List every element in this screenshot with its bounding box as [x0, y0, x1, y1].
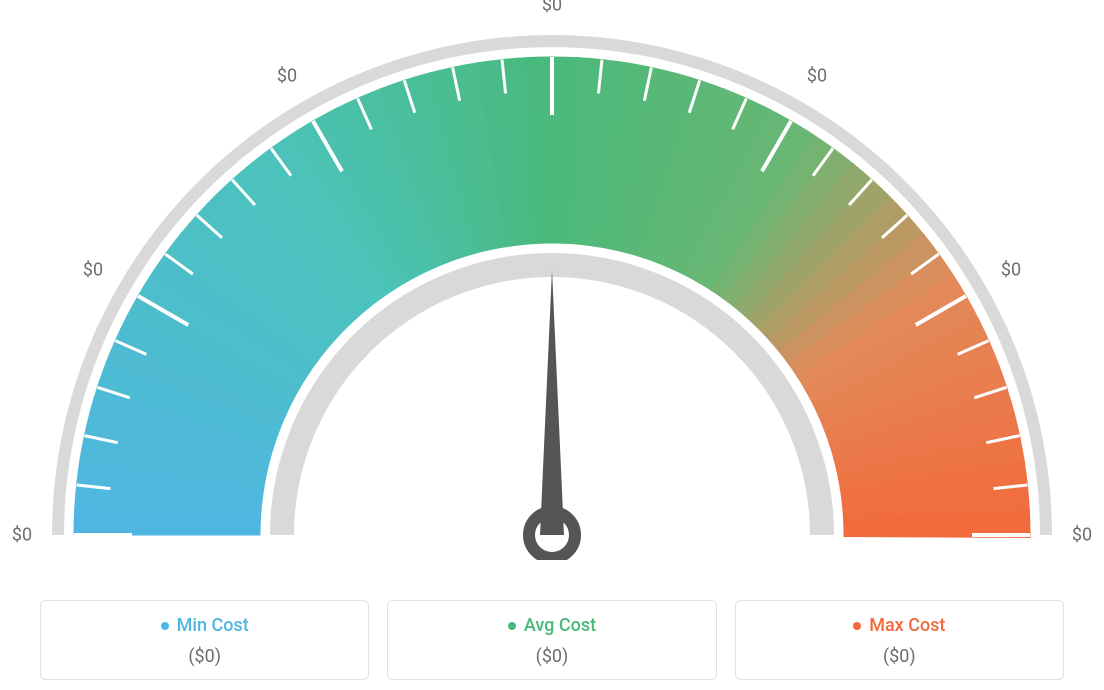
gauge-chart: $0 $0 $0 $0 $0 $0 $0 — [0, 0, 1104, 560]
gauge-tick-label: $0 — [12, 525, 32, 546]
legend-card-avg: Avg Cost ($0) — [387, 600, 716, 681]
gauge-svg — [0, 0, 1104, 560]
legend-row: Min Cost ($0) Avg Cost ($0) Max Cost ($0… — [40, 600, 1064, 681]
legend-value-avg: ($0) — [398, 646, 705, 667]
gauge-tick-label: $0 — [277, 66, 297, 87]
gauge-tick-label: $0 — [807, 66, 827, 87]
legend-card-max: Max Cost ($0) — [735, 600, 1064, 681]
legend-label-avg: Avg Cost — [524, 615, 596, 636]
legend-title-max: Max Cost — [853, 615, 945, 636]
gauge-tick-label: $0 — [1001, 260, 1021, 281]
legend-value-min: ($0) — [51, 646, 358, 667]
legend-title-avg: Avg Cost — [508, 615, 596, 636]
legend-label-max: Max Cost — [869, 615, 945, 636]
gauge-tick-label: $0 — [542, 0, 562, 16]
legend-dot-avg — [508, 622, 516, 630]
gauge-tick-label: $0 — [83, 260, 103, 281]
legend-dot-min — [161, 622, 169, 630]
legend-card-min: Min Cost ($0) — [40, 600, 369, 681]
legend-dot-max — [853, 622, 861, 630]
gauge-tick-label: $0 — [1072, 525, 1092, 546]
legend-title-min: Min Cost — [161, 615, 249, 636]
legend-value-max: ($0) — [746, 646, 1053, 667]
legend-label-min: Min Cost — [177, 615, 249, 636]
